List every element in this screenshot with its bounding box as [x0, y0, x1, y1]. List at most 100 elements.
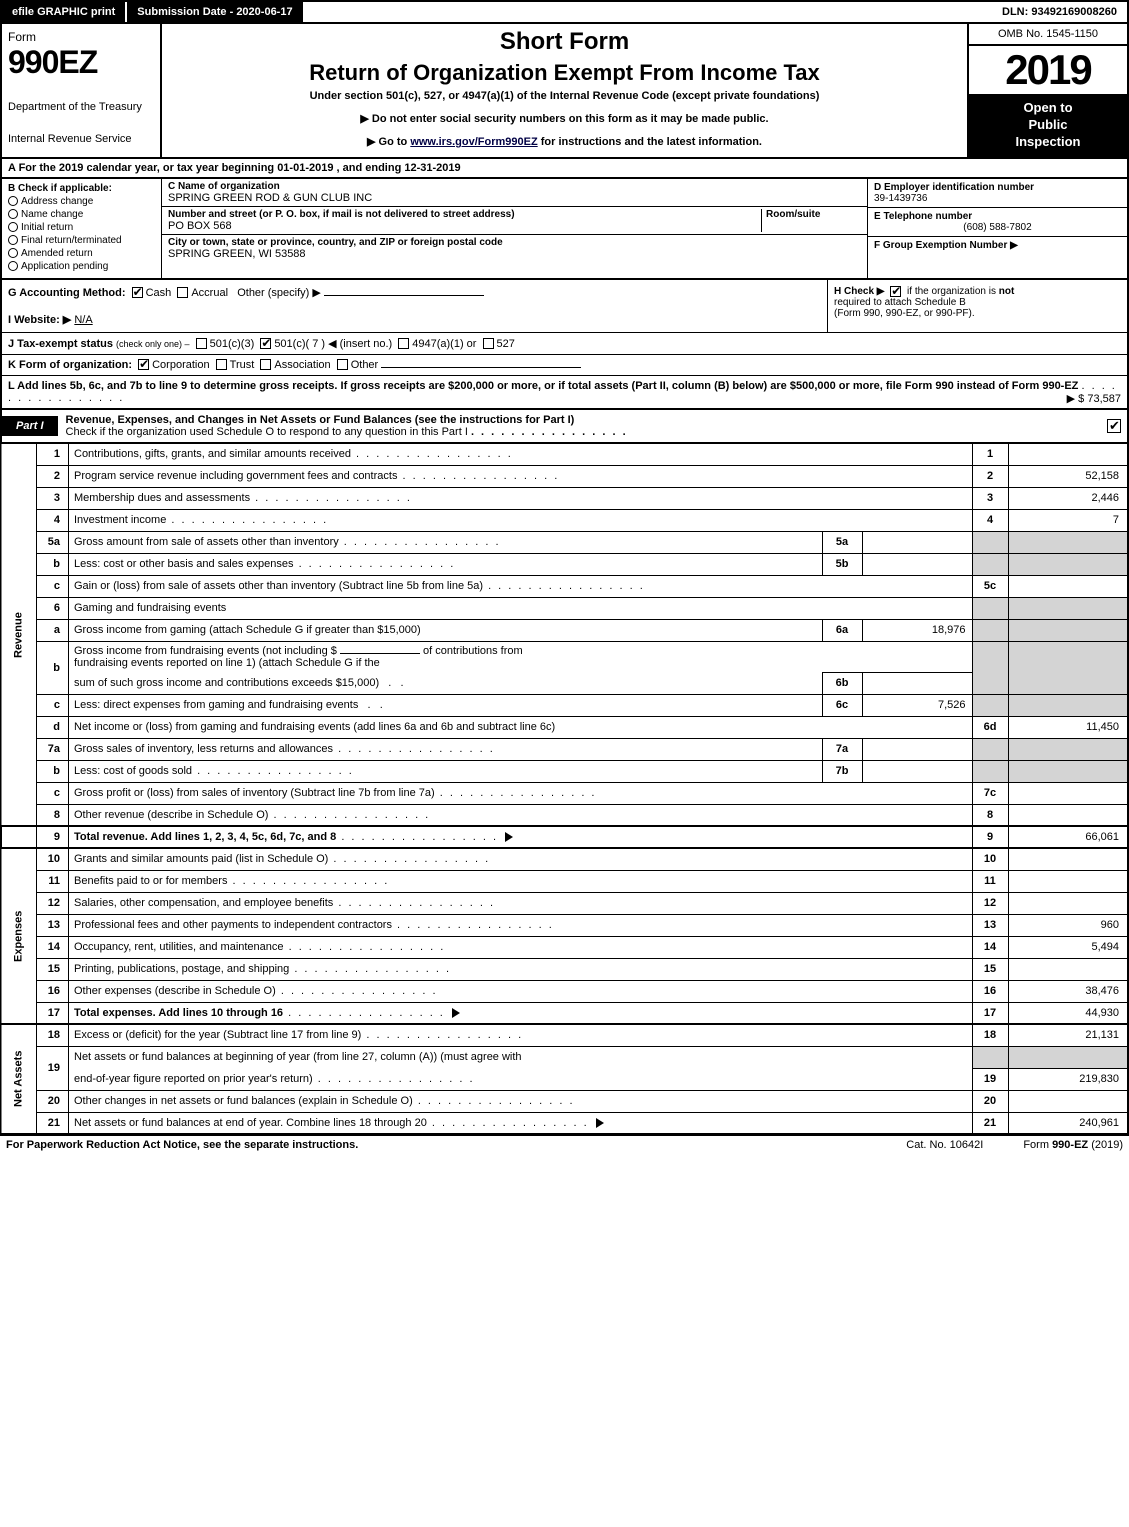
chk-amended[interactable]: Amended return [8, 248, 155, 259]
line-text: Gross profit or (loss) from sales of inv… [74, 787, 435, 799]
goto-post: for instructions and the latest informat… [538, 136, 762, 148]
row-6d: d Net income or (loss) from gaming and f… [1, 716, 1128, 738]
dots [283, 1007, 445, 1019]
line-ref: 18 [972, 1024, 1008, 1046]
line-num: 3 [37, 487, 69, 509]
row-6a: a Gross income from gaming (attach Sched… [1, 619, 1128, 641]
line-amt: 38,476 [1008, 980, 1128, 1002]
row-5c: c Gain or (loss) from sale of assets oth… [1, 575, 1128, 597]
line-amt [1008, 804, 1128, 826]
row-6: 6 Gaming and fundraising events [1, 597, 1128, 619]
part1-checkbox[interactable] [1107, 419, 1121, 433]
shade-cell [1008, 619, 1128, 641]
line-text: Net income or (loss) from gaming and fun… [69, 716, 973, 738]
chk-corp[interactable] [138, 359, 149, 370]
j-label: J Tax-exempt status [8, 338, 113, 350]
chk-label: Initial return [21, 222, 73, 233]
chk-initial-return[interactable]: Initial return [8, 222, 155, 233]
dept-treasury: Department of the Treasury [8, 101, 154, 113]
goto-line: ▶ Go to www.irs.gov/Form990EZ for instru… [172, 135, 957, 148]
j-o4: 527 [497, 338, 515, 350]
line-text: Membership dues and assessments [74, 492, 250, 504]
irs-link[interactable]: www.irs.gov/Form990EZ [410, 136, 537, 148]
inner-ref: 7a [822, 738, 862, 760]
line-num: 6 [37, 597, 69, 619]
chk-cash[interactable] [132, 287, 143, 298]
chk-4947[interactable] [398, 338, 409, 349]
inner-ref: 5a [822, 531, 862, 553]
paperwork-notice: For Paperwork Reduction Act Notice, see … [6, 1139, 866, 1151]
h-forms: (Form 990, 990-EZ, or 990-PF). [834, 308, 975, 319]
f-group: F Group Exemption Number ▶ [868, 237, 1127, 254]
header-right: OMB No. 1545-1150 2019 Open to Public In… [967, 24, 1127, 157]
part1-label: Part I [2, 416, 58, 436]
shade-cell [1008, 694, 1128, 716]
line-num: 21 [37, 1112, 69, 1134]
line-text: Less: cost of goods sold [74, 765, 192, 777]
open-line3: Inspection [975, 134, 1121, 151]
l-gross-receipts: L Add lines 5b, 6c, and 7b to line 9 to … [2, 376, 1127, 410]
chk-501c3[interactable] [196, 338, 207, 349]
line-text: Gross income from fundraising events (no… [74, 645, 337, 657]
line-text: Benefits paid to or for members [74, 875, 227, 887]
row-5a: 5a Gross amount from sale of assets othe… [1, 531, 1128, 553]
efile-print-button[interactable]: efile GRAPHIC print [2, 2, 127, 22]
row-17: 17 Total expenses. Add lines 10 through … [1, 1002, 1128, 1024]
j-sub: (check only one) – [116, 339, 190, 349]
section-c: C Name of organization SPRING GREEN ROD … [162, 179, 867, 278]
row-7b: b Less: cost of goods sold 7b [1, 760, 1128, 782]
line-text: Gain or (loss) from sale of assets other… [74, 580, 483, 592]
h-not: not [999, 286, 1015, 297]
chk-trust[interactable] [216, 359, 227, 370]
chk-accrual[interactable] [177, 287, 188, 298]
chk-h[interactable] [890, 286, 901, 297]
dots [268, 809, 430, 821]
line-num: 14 [37, 936, 69, 958]
form-ref-num: 990-EZ [1052, 1139, 1088, 1151]
chk-application-pending[interactable]: Application pending [8, 261, 155, 272]
chk-label: Application pending [21, 261, 108, 272]
shade-cell [972, 531, 1008, 553]
line-amt: 52,158 [1008, 465, 1128, 487]
line-ref: 6d [972, 716, 1008, 738]
row-11: 11 Benefits paid to or for members 11 [1, 870, 1128, 892]
form-ref-pre: Form [1023, 1139, 1052, 1151]
shade-cell [1008, 553, 1128, 575]
c-city-label: City or town, state or province, country… [168, 237, 861, 248]
line-text: sum of such gross income and contributio… [74, 677, 379, 689]
inner-ref: 7b [822, 760, 862, 782]
line-amt [1008, 1090, 1128, 1112]
form-id-block: Form 990EZ Department of the Treasury In… [2, 24, 162, 157]
line-amt [1008, 848, 1128, 870]
submission-date: Submission Date - 2020-06-17 [127, 2, 302, 22]
chk-other-org[interactable] [337, 359, 348, 370]
line-ref: 12 [972, 892, 1008, 914]
row-14: 14 Occupancy, rent, utilities, and maint… [1, 936, 1128, 958]
line-text: Professional fees and other payments to … [74, 919, 392, 931]
arrow-icon [596, 1118, 604, 1128]
line-text: Occupancy, rent, utilities, and maintena… [74, 941, 284, 953]
circle-icon [8, 196, 18, 206]
arrow-icon [452, 1008, 460, 1018]
line-amt: 21,131 [1008, 1024, 1128, 1046]
g-accrual: Accrual [191, 287, 228, 299]
top-bar: efile GRAPHIC print Submission Date - 20… [0, 0, 1129, 24]
shade-cell [1008, 641, 1128, 694]
chk-assoc[interactable] [260, 359, 271, 370]
chk-name-change[interactable]: Name change [8, 209, 155, 220]
spacer [303, 2, 992, 22]
line-ref: 13 [972, 914, 1008, 936]
line-text: Grants and similar amounts paid (list in… [74, 853, 328, 865]
org-street: PO BOX 568 [168, 220, 761, 232]
open-line1: Open to [975, 100, 1121, 117]
dots [471, 426, 628, 438]
dots [166, 514, 328, 526]
chk-527[interactable] [483, 338, 494, 349]
line-text: Salaries, other compensation, and employ… [74, 897, 333, 909]
chk-501c[interactable] [260, 338, 271, 349]
g-cash: Cash [146, 287, 172, 299]
line-ref: 2 [972, 465, 1008, 487]
chk-final-return[interactable]: Final return/terminated [8, 235, 155, 246]
chk-address-change[interactable]: Address change [8, 196, 155, 207]
dots [250, 492, 412, 504]
